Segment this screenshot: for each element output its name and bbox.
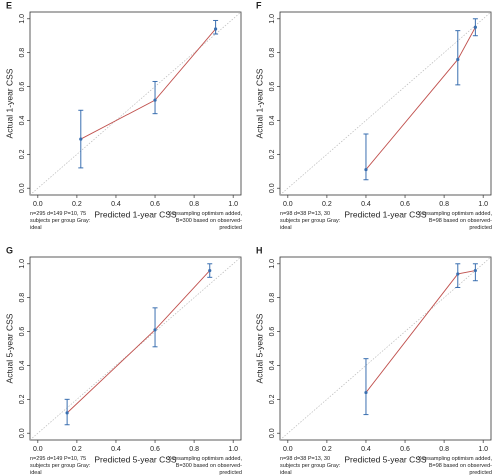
x-tick-label: 0.2 [322, 446, 332, 453]
x-tick-label: 1.0 [228, 201, 238, 208]
y-tick-label: 0.8 [19, 48, 26, 58]
point [364, 167, 368, 172]
x-axis-label: Predicted 1-year CSS [344, 209, 427, 219]
x-tick-label: 0.0 [283, 446, 293, 453]
plot-frame [279, 256, 492, 441]
plot-frame [29, 11, 242, 196]
y-tick-label: 0.2 [19, 149, 26, 159]
x-tick-label: 0.8 [439, 201, 449, 208]
calibration-line [365, 27, 476, 170]
point [65, 411, 69, 415]
calibration-line [365, 270, 476, 393]
y-tick-label: 0.6 [19, 327, 26, 337]
x-tick-label: 0.8 [189, 201, 199, 208]
panel-label: H [256, 245, 263, 255]
point [456, 57, 460, 62]
x-tick-label: 0.6 [150, 201, 160, 208]
x-tick-label: 0.0 [33, 446, 43, 453]
y-axis-label: Actual 1-year CSS [254, 68, 264, 138]
x-tick-label: 0.2 [72, 446, 82, 453]
y-tick-label: 0.0 [269, 183, 276, 193]
x-tick-label: 0.4 [111, 446, 121, 453]
x-tick-label: 0.6 [400, 201, 410, 208]
x-tick-label: 0.6 [150, 446, 160, 453]
x-tick-label: 0.0 [33, 201, 43, 208]
point [153, 98, 157, 102]
point [473, 268, 477, 273]
ideal-line [279, 256, 492, 441]
note-right: X-resampling optimism added, B=98 based … [417, 211, 492, 231]
x-tick-label: 0.4 [111, 201, 121, 208]
note-right: X-resampling optimism added, B=300 based… [167, 211, 242, 231]
y-tick-label: 1.0 [269, 259, 276, 269]
y-tick-label: 0.4 [269, 360, 276, 370]
panel-label: G [6, 245, 13, 255]
note-right: X-resampling optimism added, B=98 based … [417, 456, 492, 475]
note-right: X-resampling optimism added, B=300 based… [167, 456, 242, 475]
calibration-line [80, 28, 216, 140]
x-tick-label: 0.8 [189, 446, 199, 453]
y-axis-label: Actual 5-year CSS [4, 313, 14, 383]
y-tick-label: 1.0 [19, 14, 26, 24]
y-tick-label: 1.0 [269, 14, 276, 24]
y-axis-label: Actual 1-year CSS [4, 68, 14, 138]
y-tick-label: 0.0 [19, 428, 26, 438]
x-axis-label: Predicted 5-year CSS [344, 454, 427, 464]
ideal-line [29, 11, 242, 196]
panel-label: E [6, 0, 12, 10]
y-tick-label: 0.2 [269, 394, 276, 404]
y-tick-label: 0.2 [19, 394, 26, 404]
y-tick-label: 0.4 [19, 115, 26, 125]
calibration-line [66, 270, 211, 414]
y-tick-label: 1.0 [19, 259, 26, 269]
x-tick-label: 1.0 [478, 201, 488, 208]
point [456, 272, 460, 276]
note-left: n=295 d=149 P=10, 75 subjects per group … [30, 211, 91, 231]
x-tick-label: 0.4 [361, 446, 371, 453]
ideal-line [279, 11, 492, 196]
point [473, 25, 477, 29]
y-tick-label: 0.8 [269, 48, 276, 58]
note-left: n=295 d=149 P=10, 75 subjects per group … [30, 456, 91, 475]
y-tick-label: 0.4 [269, 115, 276, 125]
x-tick-label: 1.0 [228, 446, 238, 453]
panel-label: F [256, 0, 262, 10]
y-tick-label: 0.4 [19, 360, 26, 370]
y-tick-label: 0.0 [269, 428, 276, 438]
x-tick-label: 0.8 [439, 446, 449, 453]
x-axis-label: Predicted 1-year CSS [94, 209, 177, 219]
y-axis-label: Actual 5-year CSS [254, 313, 264, 383]
y-tick-label: 0.6 [269, 82, 276, 92]
y-tick-label: 0.6 [269, 327, 276, 337]
point [153, 328, 157, 332]
x-tick-label: 0.4 [361, 201, 371, 208]
point [214, 27, 218, 31]
note-left: n=98 d=38 P=13, 30 subjects per group Gr… [280, 456, 341, 475]
y-tick-label: 0.0 [19, 183, 26, 193]
x-tick-label: 0.2 [72, 201, 82, 208]
x-tick-label: 0.2 [322, 201, 332, 208]
y-tick-label: 0.8 [269, 293, 276, 303]
point [208, 268, 212, 273]
y-tick-label: 0.6 [19, 82, 26, 92]
y-tick-label: 0.8 [19, 293, 26, 303]
x-tick-label: 0.6 [400, 446, 410, 453]
x-tick-label: 0.0 [283, 201, 293, 208]
plot-frame [29, 256, 242, 441]
y-tick-label: 0.2 [269, 149, 276, 159]
x-axis-label: Predicted 5-year CSS [94, 454, 177, 464]
note-left: n=98 d=38 P=13, 30 subjects per group Gr… [280, 211, 341, 231]
point [79, 137, 83, 141]
x-tick-label: 1.0 [478, 446, 488, 453]
plot-frame [279, 11, 492, 196]
point [364, 390, 368, 395]
